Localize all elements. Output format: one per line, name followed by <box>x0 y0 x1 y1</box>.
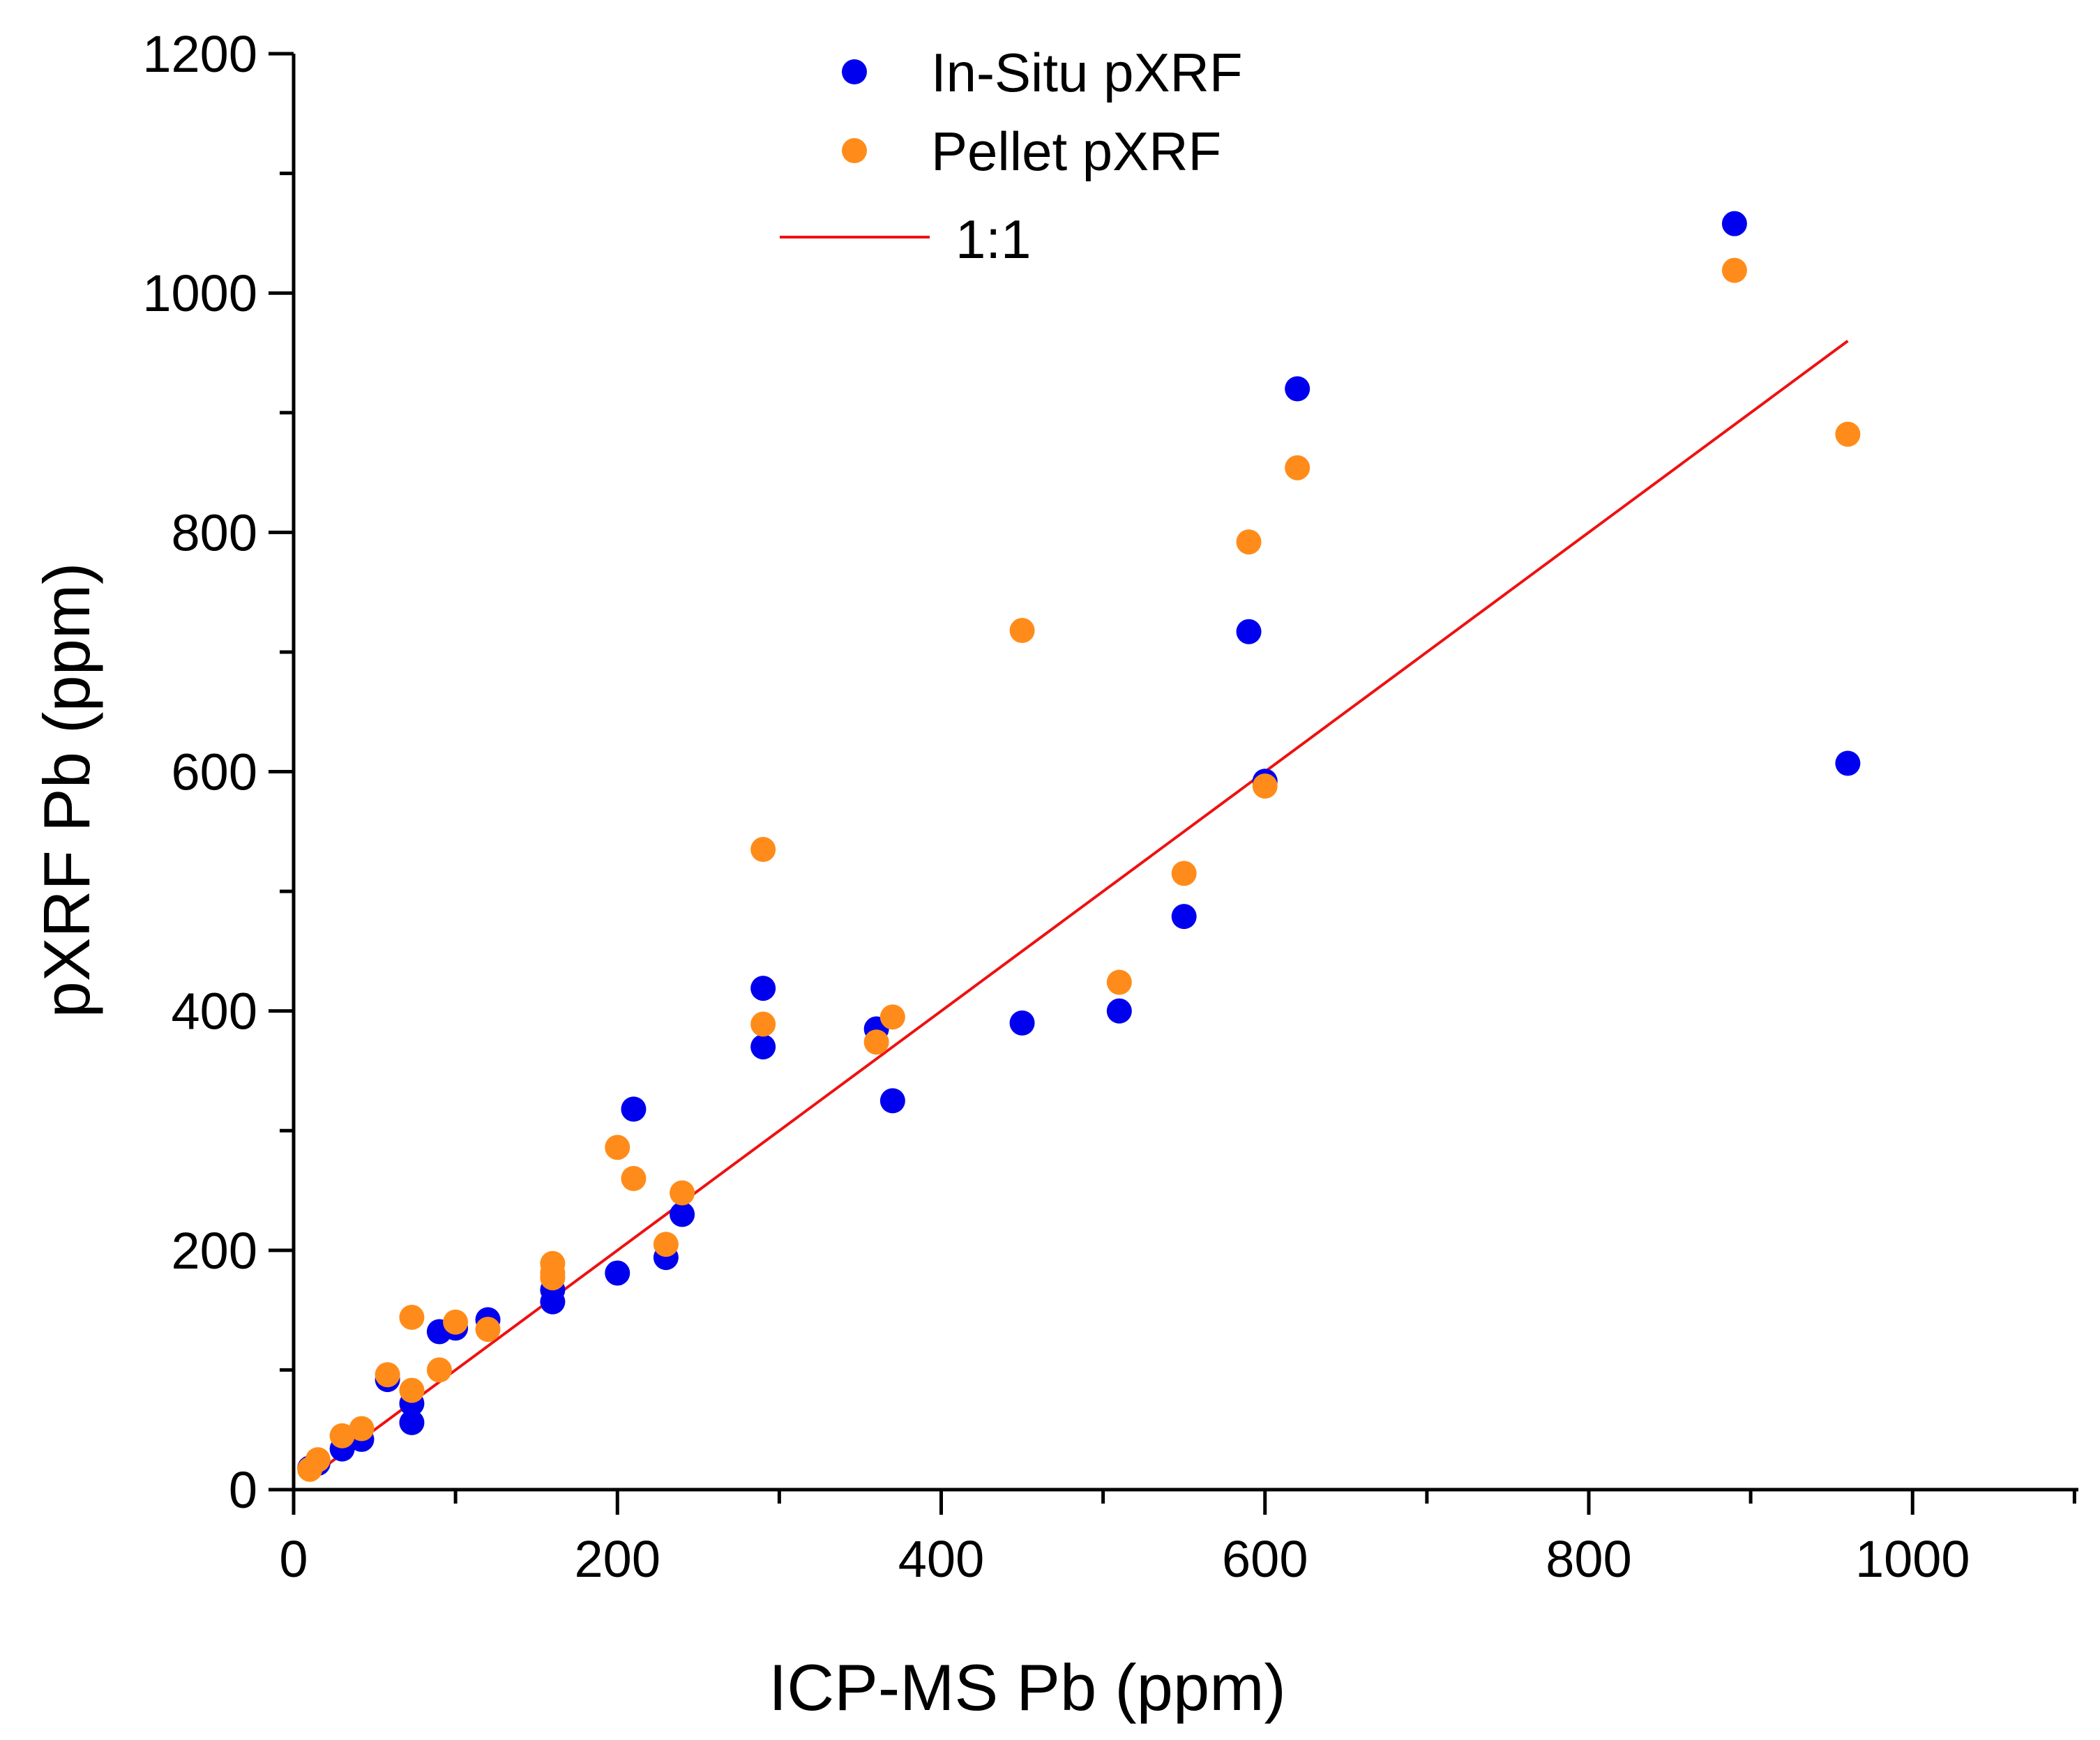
pellet-point <box>329 1423 355 1448</box>
pellet-point <box>621 1165 647 1191</box>
legend-line-label: 1:1 <box>955 209 1031 270</box>
x-axis-title: ICP-MS Pb (ppm) <box>769 1651 1286 1724</box>
pellet-point <box>1171 861 1197 886</box>
pellet-point <box>349 1416 375 1442</box>
legend-pellet-label: Pellet pXRF <box>931 121 1221 182</box>
in-situ-point <box>399 1409 425 1435</box>
x-tick-label: 400 <box>898 1530 984 1588</box>
legend-in-situ-marker <box>842 59 867 84</box>
x-tick-label: 200 <box>575 1530 660 1588</box>
in-situ-point <box>879 1088 905 1114</box>
in-situ-point <box>1106 998 1132 1024</box>
in-situ-point <box>670 1202 695 1227</box>
pellet-point <box>540 1250 566 1276</box>
pellet-point <box>750 837 776 863</box>
axes: 0 200 400 600 800 1000 0 200 400 600 800 1000 1200 <box>142 25 2078 1588</box>
pellet-point <box>475 1317 501 1342</box>
pellet-point <box>399 1377 425 1403</box>
pellet-point <box>879 1004 905 1030</box>
pellet-point <box>1285 455 1310 481</box>
one-to-one-line <box>309 340 1849 1479</box>
x-tick-label: 600 <box>1222 1530 1308 1588</box>
in-situ-point <box>750 976 776 1001</box>
y-tick-label: 1200 <box>142 25 257 83</box>
y-axis-title: pXRF Pb (ppm) <box>30 563 103 1018</box>
in-situ-point <box>750 1034 776 1060</box>
data-points <box>297 211 1861 1482</box>
pellet-point <box>863 1029 889 1055</box>
pellet-point <box>1721 257 1747 283</box>
pellet-point <box>1835 421 1861 447</box>
pellet-point <box>605 1135 630 1160</box>
in-situ-point <box>1171 904 1197 930</box>
in-situ-point <box>1835 750 1861 776</box>
in-situ-point <box>1236 619 1262 644</box>
in-situ-point <box>1285 376 1310 402</box>
x-tick-label: 1000 <box>1855 1530 1970 1588</box>
pellet-point <box>670 1180 695 1206</box>
x-tick-label: 800 <box>1546 1530 1631 1588</box>
pellet-point <box>375 1362 400 1388</box>
in-situ-point <box>1721 211 1747 236</box>
pellet-point <box>750 1011 776 1037</box>
pellet-point <box>426 1357 452 1383</box>
y-tick-label: 0 <box>229 1461 257 1519</box>
pellet-point <box>399 1304 425 1330</box>
in-situ-point <box>1009 1010 1035 1036</box>
pellet-point <box>1009 618 1035 644</box>
legend-in-situ-label: In-Situ pXRF <box>931 42 1242 103</box>
y-tick-label: 600 <box>172 743 257 801</box>
pellet-point <box>1106 969 1132 995</box>
pellet-point <box>1252 773 1278 799</box>
pellet-point <box>1236 529 1262 555</box>
legend-pellet-marker <box>842 138 867 163</box>
y-tick-label: 200 <box>172 1222 257 1280</box>
in-situ-point <box>621 1096 647 1122</box>
x-tick-label: 0 <box>279 1530 308 1588</box>
in-situ-point <box>605 1260 630 1286</box>
reference-lines <box>309 340 1849 1479</box>
pellet-point <box>443 1309 469 1335</box>
pellet-point <box>305 1447 331 1473</box>
legend: In-Situ pXRF Pellet pXRF 1:1 <box>780 42 1242 270</box>
pellet-point <box>653 1232 679 1257</box>
y-tick-label: 400 <box>172 983 257 1041</box>
y-tick-label: 1000 <box>142 264 257 322</box>
y-tick-label: 800 <box>172 504 257 561</box>
